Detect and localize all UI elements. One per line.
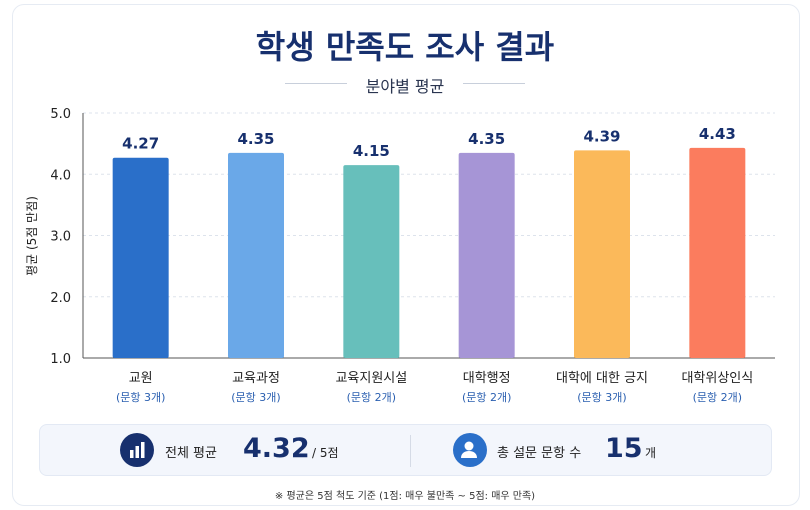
bar-value-label: 4.35 [468, 130, 505, 148]
bar-value-label: 4.35 [237, 130, 274, 148]
overall-average-label: 전체 평균 [165, 446, 217, 461]
item-count-label: (문항 3개) [231, 391, 280, 404]
footnote: ※ 평균은 5점 척도 기준 (1점: 매우 불만족 ~ 5점: 매우 만족) [274, 491, 536, 502]
bar [458, 152, 515, 358]
bar-chart-icon [120, 433, 154, 467]
subtitle-line-left [285, 83, 347, 84]
total-items-label: 총 설문 문항 수 [497, 446, 582, 461]
item-count-label: (문항 2개) [347, 391, 396, 404]
bar [228, 152, 284, 358]
total-items-unit: 개 [645, 446, 657, 460]
bar [343, 165, 400, 358]
subtitle-line-right [463, 83, 525, 84]
x-tick-label: 대학위상인식 [681, 371, 753, 386]
y-tick-label: 4.0 [50, 168, 71, 183]
bar-value-label: 4.27 [122, 135, 159, 153]
y-axis-label: 평균 (5점 만점) [25, 196, 39, 276]
bar-value-label: 4.15 [353, 142, 390, 160]
x-tick-label: 교육과정 [232, 371, 280, 386]
y-tick-label: 1.0 [50, 352, 71, 367]
bar-value-label: 4.43 [699, 125, 736, 143]
bar-chart: 1.0 2.0 3.0 4.0 5.0 평균 (5점 만점) 4.27 교원 (문항 3개) 4.… [25, 107, 775, 404]
item-count-label: (문항 3개) [577, 391, 626, 404]
x-tick-label: 대학행정 [463, 370, 511, 386]
x-tick-label: 교육지원시설 [335, 371, 407, 386]
item-count-label: (문항 3개) [116, 391, 165, 404]
y-tick-label: 2.0 [50, 291, 71, 306]
x-tick-label: 교원 [129, 371, 153, 386]
user-icon [453, 433, 487, 467]
chart-subtitle: 분야별 평균 [365, 77, 445, 96]
summary-panel: 전체 평균 4.32 / 5점 총 설문 문항 수 15 개 [39, 424, 772, 476]
y-tick-label: 3.0 [50, 230, 71, 245]
bar [689, 147, 746, 358]
overall-average-unit: / 5점 [312, 446, 339, 460]
overall-average-value: 4.32 [243, 433, 310, 464]
y-tick-label: 5.0 [50, 107, 71, 122]
x-tick-label: 대학에 대한 긍지 [556, 371, 648, 386]
summary-divider [410, 435, 411, 467]
bar [112, 157, 169, 358]
bar [574, 150, 630, 358]
item-count-label: (문항 2개) [693, 391, 742, 404]
chart-title: 학생 만족도 조사 결과 [255, 28, 555, 66]
total-items-value: 15 [605, 433, 643, 464]
bar-value-label: 4.39 [583, 127, 620, 145]
item-count-label: (문항 2개) [462, 391, 511, 404]
